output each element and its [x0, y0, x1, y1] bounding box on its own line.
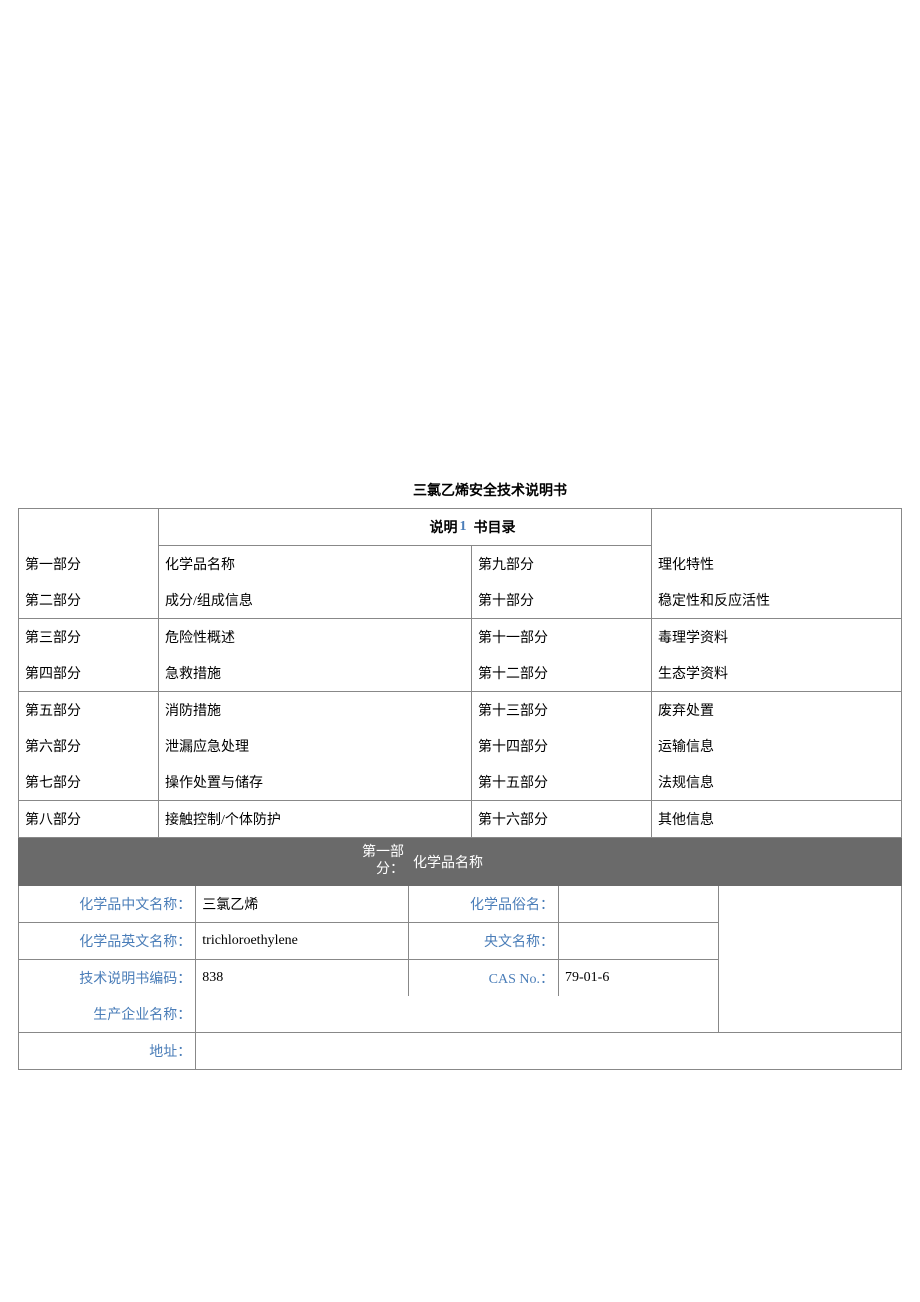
blank-cell: [719, 959, 902, 996]
label-yang-name: 央文名称：: [409, 922, 559, 959]
label-address: 地址：: [19, 1032, 196, 1069]
toc-row: 第二部分 成分/组成信息 第十部分 稳定性和反应活性: [19, 582, 902, 619]
toc-cell: 第二部分: [19, 582, 159, 619]
toc-cell: 第十三部分: [472, 692, 652, 729]
label-manufacturer: 生产企业名称：: [19, 996, 196, 1033]
value-cas-no: 79-01-6: [559, 959, 719, 996]
label-common-name: 化学品俗名：: [409, 885, 559, 922]
value-doc-code: 838: [196, 959, 409, 996]
toc-cell: 第八部分: [19, 801, 159, 838]
toc-cell: 第十部分: [472, 582, 652, 619]
toc-cell: 稳定性和反应活性: [652, 582, 902, 619]
toc-cell: 化学品名称: [159, 546, 472, 583]
toc-cell: 第五部分: [19, 692, 159, 729]
value-common-name: [559, 885, 719, 922]
toc-cell: 第六部分: [19, 728, 159, 764]
toc-row: 第三部分 危险性概述 第十一部分 毒理学资料: [19, 619, 902, 656]
value-yang-name: [559, 922, 719, 959]
field-row: 化学品英文名称： trichloroethylene 央文名称：: [19, 922, 902, 959]
toc-row: 第七部分 操作处置与储存 第十五部分 法规信息: [19, 764, 902, 801]
toc-cell: 毒理学资料: [652, 619, 902, 656]
toc-cell: 理化特性: [652, 546, 902, 583]
section1-table: 第一部 分： 化学品名称 化学品中文名称： 三氯乙烯 化学品俗名： 化学品英文名…: [18, 838, 902, 1070]
toc-header-blank-left: [19, 509, 159, 546]
toc-cell: 第九部分: [472, 546, 652, 583]
toc-cell: 第十二部分: [472, 655, 652, 692]
blank-cell: [719, 885, 902, 922]
field-row: 化学品中文名称： 三氯乙烯 化学品俗名：: [19, 885, 902, 922]
toc-cell: 废弃处置: [652, 692, 902, 729]
toc-cell: 第十一部分: [472, 619, 652, 656]
blank-cell: [719, 922, 902, 959]
toc-cell: 第七部分: [19, 764, 159, 801]
label-cas-no: CAS No.：: [409, 959, 559, 996]
toc-table: 说明 1 书目录 第一部分 化学品名称 第九部分 理化特性 第二部分 成分/组成…: [18, 508, 902, 838]
field-row: 生产企业名称：: [19, 996, 902, 1033]
label-en-name: 化学品英文名称：: [19, 922, 196, 959]
toc-cell: 急救措施: [159, 655, 472, 692]
toc-cell: 第一部分: [19, 546, 159, 583]
toc-cell: 消防措施: [159, 692, 472, 729]
document-title: 三氯乙烯安全技术说明书: [18, 480, 902, 500]
label-doc-code: 技术说明书编码：: [19, 959, 196, 996]
toc-cell: 操作处置与储存: [159, 764, 472, 801]
toc-header-blank-right: [652, 509, 902, 546]
value-cn-name: 三氯乙烯: [196, 885, 409, 922]
section-header-row: 第一部 分： 化学品名称: [19, 839, 902, 886]
toc-cell: 第十五部分: [472, 764, 652, 801]
value-manufacturer: [196, 996, 719, 1033]
toc-cell: 生态学资料: [652, 655, 902, 692]
blank-cell: [719, 996, 902, 1033]
field-row: 技术说明书编码： 838 CAS No.： 79-01-6: [19, 959, 902, 996]
toc-row: 第六部分 泄漏应急处理 第十四部分 运输信息: [19, 728, 902, 764]
toc-cell: 第三部分: [19, 619, 159, 656]
toc-cell: 接触控制/个体防护: [159, 801, 472, 838]
toc-cell: 危险性概述: [159, 619, 472, 656]
toc-cell: 法规信息: [652, 764, 902, 801]
toc-cell: 第四部分: [19, 655, 159, 692]
toc-header-text-right: 书目录: [472, 509, 652, 546]
toc-cell: 泄漏应急处理: [159, 728, 472, 764]
toc-row: 第五部分 消防措施 第十三部分 废弃处置: [19, 692, 902, 729]
toc-row: 第四部分 急救措施 第十二部分 生态学资料: [19, 655, 902, 692]
toc-cell: 成分/组成信息: [159, 582, 472, 619]
toc-header-row: 说明 1 书目录: [19, 509, 902, 546]
section-header-left: 第一部 分：: [19, 839, 409, 886]
toc-header-text-left: 说明: [159, 509, 460, 546]
toc-row: 第八部分 接触控制/个体防护 第十六部分 其他信息: [19, 801, 902, 838]
toc-cell: 其他信息: [652, 801, 902, 838]
section-header-right: 化学品名称: [409, 839, 902, 886]
toc-row: 第一部分 化学品名称 第九部分 理化特性: [19, 546, 902, 583]
toc-header-page-num: 1: [460, 509, 472, 546]
value-en-name: trichloroethylene: [196, 922, 409, 959]
toc-cell: 第十六部分: [472, 801, 652, 838]
field-row: 地址：: [19, 1032, 902, 1069]
toc-cell: 运输信息: [652, 728, 902, 764]
value-address: [196, 1032, 902, 1069]
toc-cell: 第十四部分: [472, 728, 652, 764]
label-cn-name: 化学品中文名称：: [19, 885, 196, 922]
